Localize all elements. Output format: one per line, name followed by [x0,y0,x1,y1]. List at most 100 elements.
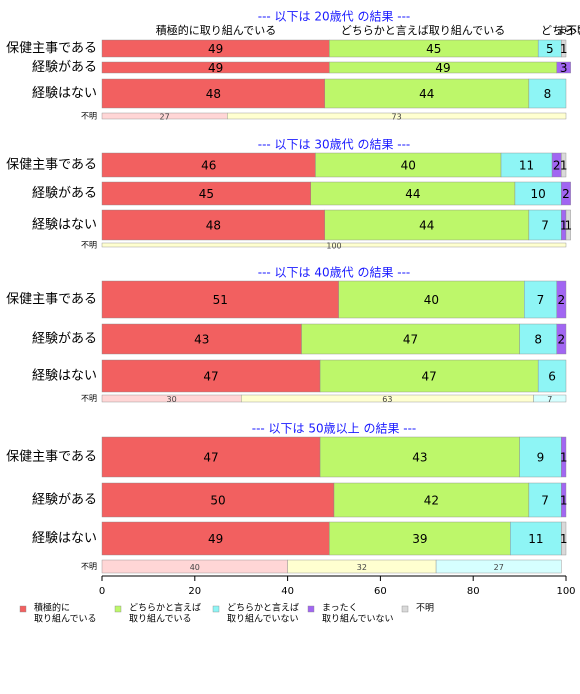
data-label: 44 [405,187,420,201]
data-label: 49 [435,61,450,75]
bar-segment [319,359,539,393]
data-label: 6 [548,370,556,384]
row-label: 不明 [81,562,97,571]
legend-swatch [114,605,122,613]
row-label: 経験はない [32,218,97,233]
data-label: 100 [326,242,341,251]
panel-title: --- 以下は 50歳以上 の結果 --- [252,422,417,436]
data-label: 45 [426,42,441,56]
data-label: 7 [537,293,545,307]
data-label: 2 [553,159,561,173]
data-label: 42 [424,494,439,508]
bar-segment [510,521,562,556]
row-label: 経験はない [32,531,97,546]
data-label: 1 [560,494,568,508]
bar-segment [528,482,562,518]
data-label: 44 [419,219,434,233]
bar-segment [524,280,557,319]
bar-segment [101,280,339,319]
bar-segment [324,209,530,241]
bar-segment [528,209,562,241]
data-label: 43 [412,451,427,465]
bar-segment [556,61,571,74]
bar-segment [561,152,567,178]
bar-segment [556,323,567,355]
data-label: 8 [534,333,542,347]
data-label: 47 [203,370,218,384]
data-label: 27 [160,113,170,122]
legend-label: 取り組んでいる [129,613,192,625]
x-tick-label: 0 [99,586,105,597]
bar-segment [561,181,571,206]
bar-segment [101,482,335,518]
bar-segment [101,78,325,109]
data-label: 10 [531,187,546,201]
legend-swatch [212,605,220,613]
data-label: 7 [541,494,549,508]
bar-segment [333,482,530,518]
legend-label: まったく [322,603,358,614]
data-label: 73 [392,113,402,122]
panel-title: --- 以下は 40歳代 の結果 --- [258,266,411,280]
data-label: 7 [547,395,552,404]
data-label: 40 [190,563,200,572]
column-header: 不明 [566,24,580,37]
row-label: 経験はない [32,369,97,384]
column-header: どちらかと言えば取り組んでいる [341,24,505,37]
data-label: 40 [401,159,416,173]
data-label: 11 [528,532,543,546]
data-label: 27 [494,563,504,572]
data-label: 32 [357,563,367,572]
row-label: 経験がある [32,332,97,347]
data-label: 40 [424,293,439,307]
bar-segment [561,39,567,58]
data-label: 1 [560,159,568,173]
data-label: 47 [421,370,436,384]
x-tick-label: 20 [188,586,201,597]
panel-title: --- 以下は 30歳代 の結果 --- [258,138,411,152]
legend-label: 不明 [416,603,434,614]
data-label: 11 [519,159,534,173]
bar-segment [301,323,520,355]
data-label: 44 [419,87,434,101]
data-label: 51 [213,293,228,307]
data-label: 1 [564,219,572,233]
data-label: 3 [560,61,568,75]
row-label: 保健主事である [6,158,97,173]
data-label: 49 [208,61,223,75]
column-header: まったく [556,24,580,37]
row-label: 保健主事である [6,41,97,56]
bar-segment [101,359,321,393]
data-label: 5 [546,42,554,56]
x-tick-label: 40 [281,586,294,597]
bar-segment [556,280,567,319]
x-tick-label: 80 [467,586,480,597]
x-tick-label: 60 [374,586,387,597]
bar-segment [101,323,302,355]
data-label: 2 [558,333,566,347]
data-label: 39 [412,532,427,546]
unknown-segment [435,559,562,574]
legend-swatch [401,605,409,613]
row-label: 不明 [81,112,97,121]
bar-segment [537,359,567,393]
row-label: 不明 [81,241,97,250]
bar-segment [519,436,562,478]
legend-label: 積極的に [34,602,70,614]
legend-label: 取り組んでいない [227,613,299,625]
column-header: どちら [541,24,574,37]
row-label: 経験はない [32,86,97,101]
data-label: 1 [560,532,568,546]
data-label: 48 [206,87,221,101]
data-label: 30 [167,395,177,404]
row-label: 保健主事である [6,292,97,307]
data-label: 49 [208,42,223,56]
unknown-segment [533,394,567,403]
bar-segment [561,482,567,518]
row-label: 経験がある [32,60,97,75]
data-label: 47 [203,451,218,465]
legend-swatch [307,605,315,613]
data-label: 46 [201,159,216,173]
row-label: 経験がある [32,493,97,508]
bar-segment [315,152,502,178]
